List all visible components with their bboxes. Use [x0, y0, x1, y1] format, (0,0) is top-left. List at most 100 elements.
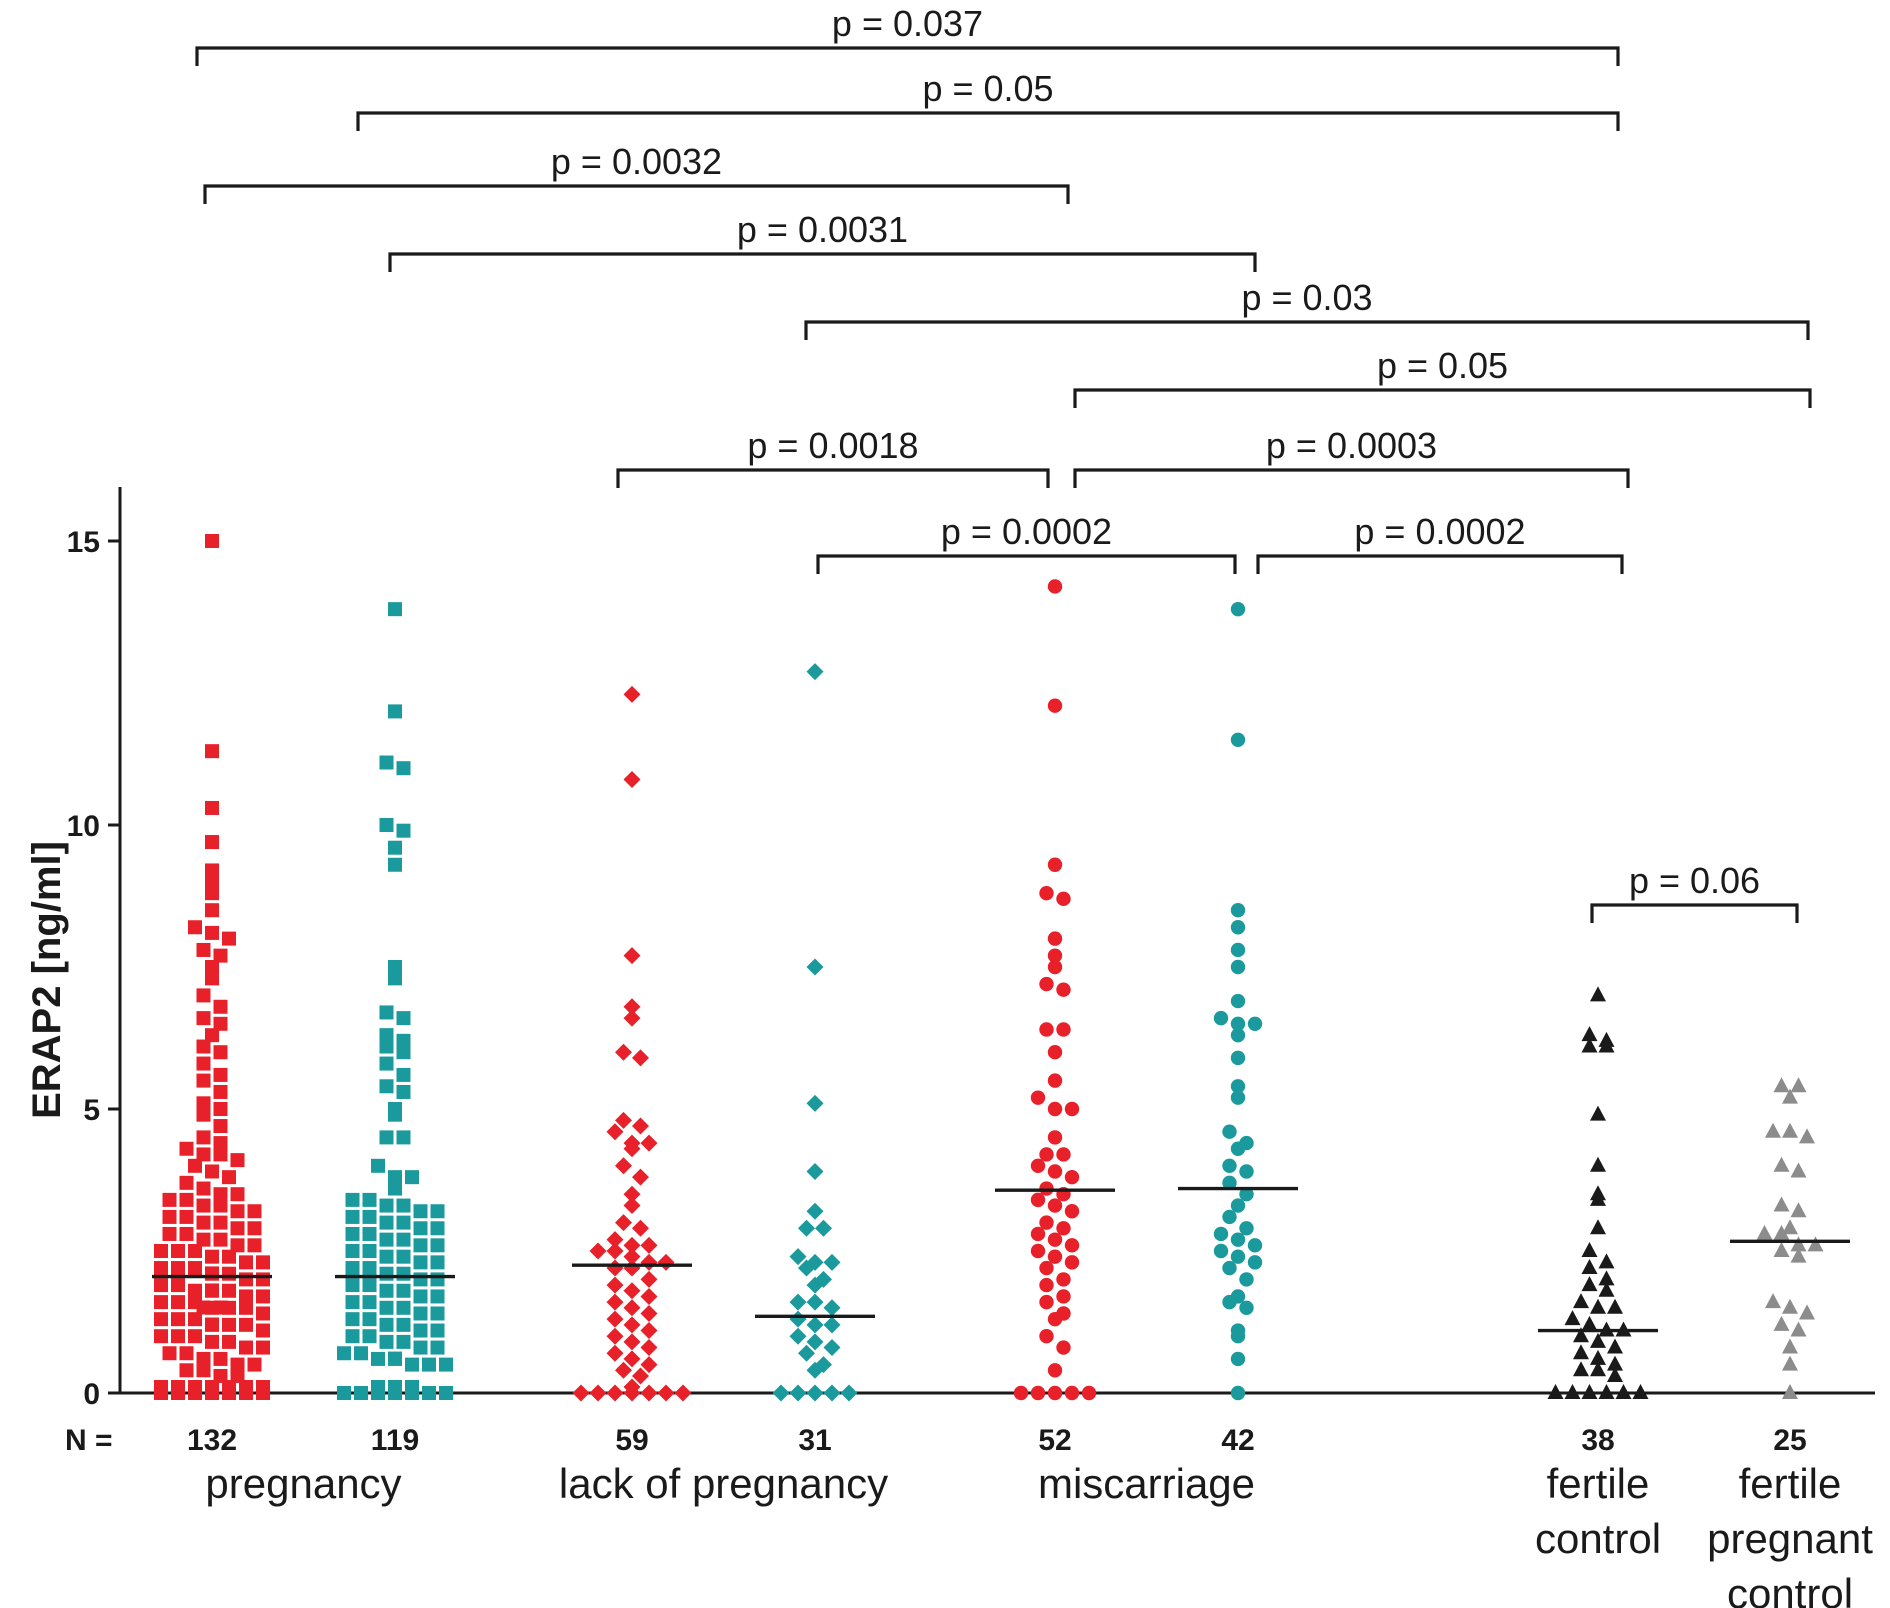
data-point-s5-0	[1230, 1385, 1246, 1401]
data-point-s1-32	[379, 1300, 394, 1315]
data-point-s7-6	[1782, 1298, 1798, 1314]
data-point-s7-12	[1790, 1236, 1807, 1252]
data-point-s0-107	[213, 1084, 228, 1099]
data-point-s0-33	[188, 1312, 202, 1327]
data-point-s0-11	[222, 1380, 236, 1394]
data-point-s2-47	[632, 1117, 649, 1135]
data-point-s2-9	[632, 1367, 649, 1385]
data-point-s4-24	[1047, 1198, 1063, 1213]
data-point-s5-24	[1239, 1135, 1254, 1151]
data-point-s0-26	[188, 1329, 202, 1344]
data-point-s1-45	[396, 1266, 411, 1281]
data-point-s2-53	[623, 771, 641, 789]
data-point-s5-3	[1230, 1323, 1246, 1338]
data-point-s4-33	[1047, 1130, 1063, 1145]
n-count-s0: 132	[187, 1424, 237, 1457]
data-point-s1-77	[396, 1130, 411, 1145]
data-point-s3-19	[815, 1270, 832, 1288]
group-label-1-line-0: lack of pregnancy	[559, 1460, 888, 1507]
data-point-s0-108	[196, 1056, 211, 1071]
data-point-s1-75	[405, 1170, 419, 1185]
data-point-s3-14	[789, 1293, 807, 1311]
p-value-label-9: p = 0.0002	[1354, 511, 1525, 552]
data-point-s1-79	[388, 1102, 402, 1116]
data-point-s0-101	[213, 1136, 228, 1151]
data-point-s6-26	[1581, 1242, 1598, 1257]
data-point-s4-15	[1030, 1243, 1046, 1259]
data-point-s0-66	[188, 1244, 202, 1258]
data-point-s2-7	[623, 1378, 641, 1396]
data-point-s0-123	[222, 931, 236, 946]
data-point-s4-25	[1064, 1204, 1080, 1219]
data-point-s4-28	[1030, 1158, 1046, 1174]
data-point-s0-89	[179, 1175, 194, 1190]
data-point-s7-3	[1773, 1315, 1790, 1331]
data-point-s0-47	[213, 1300, 228, 1315]
data-point-s0-32	[171, 1312, 185, 1327]
data-point-s0-117	[205, 971, 219, 986]
data-point-s1-0	[337, 1386, 351, 1400]
data-point-s4-14	[1056, 1272, 1071, 1287]
axes: 0 5 10 15 ERAP2 [ng/ml]	[25, 487, 1875, 1411]
bracket-0	[195, 46, 1620, 66]
data-point-s2-17	[623, 1316, 641, 1334]
data-point-s1-60	[345, 1209, 360, 1224]
data-point-s0-86	[213, 1198, 228, 1213]
data-point-s2-32	[657, 1253, 675, 1271]
data-points	[154, 534, 1824, 1402]
data-point-s7-14	[1782, 1219, 1798, 1235]
data-point-s0-7	[154, 1380, 168, 1394]
data-point-s1-57	[396, 1232, 411, 1247]
data-point-s4-44	[1047, 948, 1063, 963]
data-point-s0-39	[154, 1295, 168, 1310]
data-point-s3-15	[806, 1293, 824, 1311]
data-point-s0-31	[154, 1312, 168, 1327]
data-point-s0-125	[205, 886, 219, 901]
data-point-s2-25	[606, 1259, 624, 1277]
data-point-s0-56	[154, 1261, 168, 1276]
data-point-s3-9	[806, 1333, 824, 1351]
data-point-s5-35	[1230, 920, 1246, 935]
data-point-s0-65	[171, 1244, 185, 1258]
data-point-s4-1	[1030, 1385, 1046, 1401]
data-point-s4-10	[1056, 1306, 1071, 1321]
data-point-s1-51	[396, 1249, 411, 1264]
n-count-s4: 52	[1038, 1424, 1071, 1457]
data-point-s7-18	[1790, 1162, 1807, 1178]
p-value-label-8: p = 0.0002	[941, 511, 1112, 552]
data-point-s2-11	[623, 1350, 641, 1368]
data-point-s1-64	[413, 1221, 428, 1236]
data-point-s3-16	[823, 1299, 841, 1317]
data-point-s0-9	[188, 1380, 202, 1394]
data-point-s0-102	[196, 1107, 211, 1122]
data-point-s0-52	[222, 1283, 236, 1298]
data-point-s0-84	[179, 1192, 194, 1207]
data-point-s1-31	[362, 1295, 377, 1310]
data-point-s2-40	[615, 1157, 632, 1175]
data-point-s5-34	[1230, 942, 1246, 958]
data-point-s5-10	[1230, 1249, 1246, 1264]
data-point-s1-34	[413, 1306, 428, 1321]
data-point-s0-28	[222, 1334, 236, 1349]
group-label-4-line-0: fertile	[1739, 1460, 1842, 1507]
data-point-s6-10	[1590, 1349, 1606, 1365]
data-point-s7-9	[1790, 1247, 1807, 1263]
data-point-s6-22	[1581, 1276, 1598, 1292]
data-point-s1-94	[379, 818, 394, 832]
data-point-s1-27	[396, 1317, 411, 1332]
data-point-s5-13	[1230, 1232, 1246, 1247]
data-point-s1-7	[371, 1380, 385, 1394]
data-point-s0-8	[171, 1380, 185, 1394]
data-point-s6-15	[1564, 1310, 1581, 1326]
data-point-s0-60	[222, 1266, 236, 1281]
data-point-s2-37	[632, 1219, 649, 1237]
data-point-s7-15	[1773, 1196, 1790, 1212]
data-point-s0-49	[171, 1278, 185, 1293]
data-point-s1-82	[379, 1056, 394, 1071]
data-point-s1-70	[413, 1204, 428, 1219]
bracket-8	[816, 554, 1237, 574]
data-point-s3-10	[823, 1339, 841, 1357]
data-point-s0-106	[196, 1073, 211, 1088]
n-count-s6: 38	[1581, 1424, 1614, 1457]
data-point-s2-52	[623, 947, 641, 965]
